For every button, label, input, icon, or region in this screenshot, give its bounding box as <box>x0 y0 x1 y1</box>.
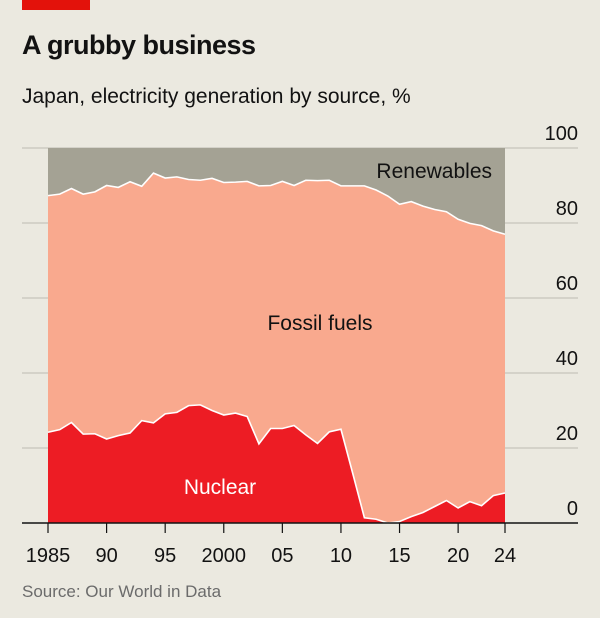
y-tick-label: 100 <box>545 123 578 145</box>
x-tick-label: 95 <box>154 545 176 567</box>
label-fossil-fuels: Fossil fuels <box>267 312 372 335</box>
area-fossil <box>48 173 505 523</box>
y-tick-label: 20 <box>556 423 578 445</box>
x-tick-label: 90 <box>95 545 117 567</box>
x-tick-label: 2000 <box>202 545 247 567</box>
y-tick-label: 80 <box>556 198 578 220</box>
x-tick-label: 20 <box>447 545 469 567</box>
chart-subtitle: Japan, electricity generation by source,… <box>22 85 411 108</box>
boundary-line-fossil <box>47 172 506 236</box>
x-tick-label: 05 <box>271 545 293 567</box>
x-tick-label: 15 <box>388 545 410 567</box>
x-tick-label: 24 <box>494 545 516 567</box>
y-tick-label: 0 <box>567 498 578 520</box>
source-note: Source: Our World in Data <box>22 582 222 601</box>
brand-bar <box>22 0 90 10</box>
x-tick-label: 1985 <box>26 545 71 567</box>
chart-title: A grubby business <box>22 30 256 60</box>
label-nuclear: Nuclear <box>184 476 256 499</box>
area-renewables <box>48 148 505 235</box>
area-nuclear <box>48 404 505 523</box>
y-tick-label: 40 <box>556 348 578 370</box>
x-tick-label: 10 <box>330 545 352 567</box>
y-tick-label: 60 <box>556 273 578 295</box>
label-renewables: Renewables <box>376 160 492 183</box>
boundary-line-nuclear <box>47 404 506 524</box>
